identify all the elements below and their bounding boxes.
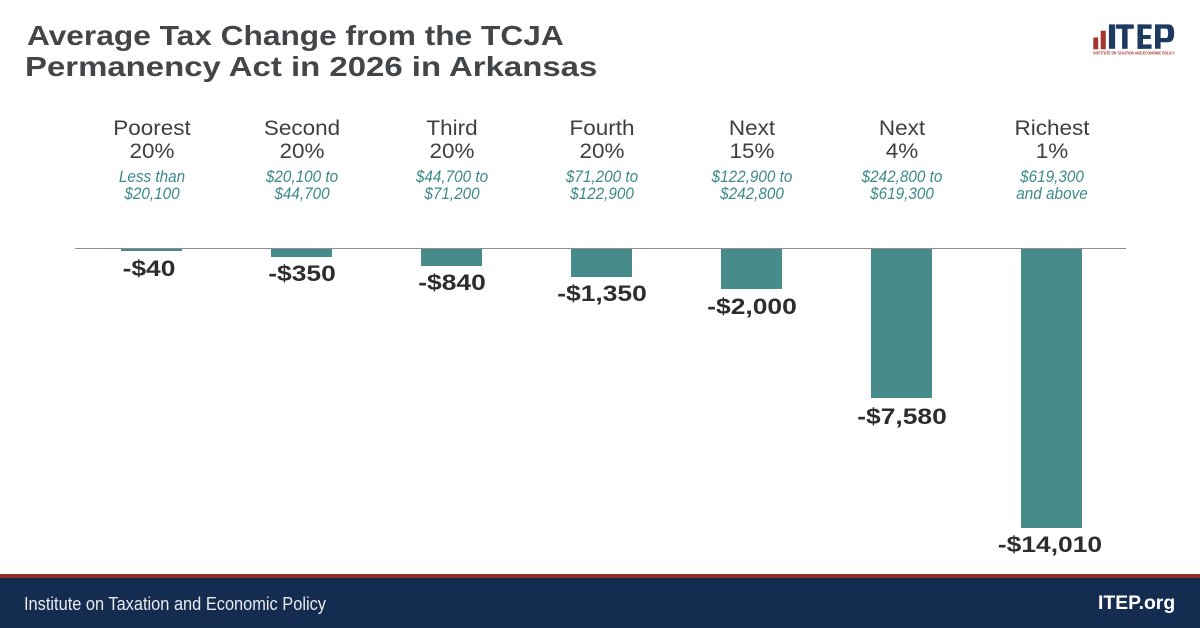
svg-text:INSTITUTE ON TAXATION AND ECON: INSTITUTE ON TAXATION AND ECONOMIC POLIC… (1093, 50, 1174, 55)
